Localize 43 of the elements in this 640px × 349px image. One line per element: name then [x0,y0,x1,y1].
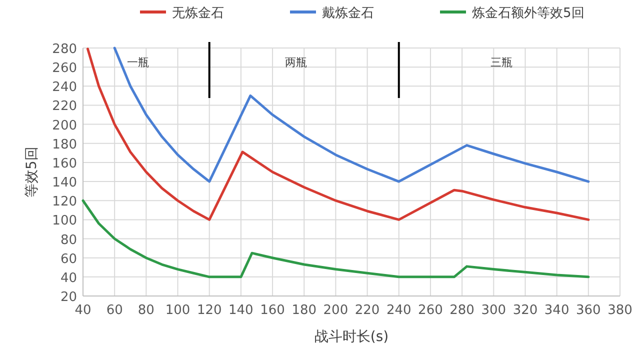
y-tick-label: 80 [60,232,77,248]
x-tick-label: 260 [418,303,443,318]
x-tick-label: 200 [323,303,348,318]
y-tick-label: 120 [52,194,77,210]
y-tick-label: 100 [52,214,77,229]
y-tick-label: 280 [52,42,77,57]
x-tick-label: 120 [196,303,222,318]
y-tick-label: 20 [60,290,77,305]
legend-label: 戴炼金石 [322,6,374,21]
x-tick-label: 100 [165,303,190,318]
x-tick-label: 80 [138,303,154,318]
annotation: 一瓶 [127,56,150,69]
y-tick-label: 180 [52,137,77,152]
x-tick-label: 60 [106,303,123,318]
x-tick-label: 140 [228,303,254,318]
x-tick-label: 340 [544,303,570,318]
y-tick-label: 60 [60,252,77,267]
y-axis-title: 等效5回 [24,146,40,198]
y-tick-label: 140 [52,176,77,191]
line-series [82,199,590,278]
x-axis-title: 战斗时长(s) [314,329,389,345]
annotation: 三瓶 [490,56,512,69]
y-tick-label: 240 [52,80,77,96]
y-tick-label: 220 [52,99,77,114]
x-tick-label: 360 [576,303,601,318]
annotation: 两瓶 [285,56,308,69]
line-series [113,46,590,183]
x-tick-label: 300 [481,303,506,318]
legend-label: 炼金石额外等效5回 [472,6,584,21]
y-tick-label: 160 [52,156,77,172]
y-tick-label: 260 [52,61,77,76]
x-tick-label: 180 [292,303,317,318]
x-tick-label: 280 [450,303,474,318]
x-tick-label: 240 [386,303,412,318]
x-tick-label: 40 [74,303,92,318]
y-tick-label: 200 [52,118,77,134]
x-tick-label: 220 [354,303,380,318]
x-tick-label: 160 [260,303,285,318]
x-tick-label: 320 [512,303,538,318]
y-tick-label: 40 [60,270,77,286]
legend-label: 无炼金石 [172,6,224,21]
x-tick-label: 380 [608,303,632,318]
line-series [86,48,590,221]
